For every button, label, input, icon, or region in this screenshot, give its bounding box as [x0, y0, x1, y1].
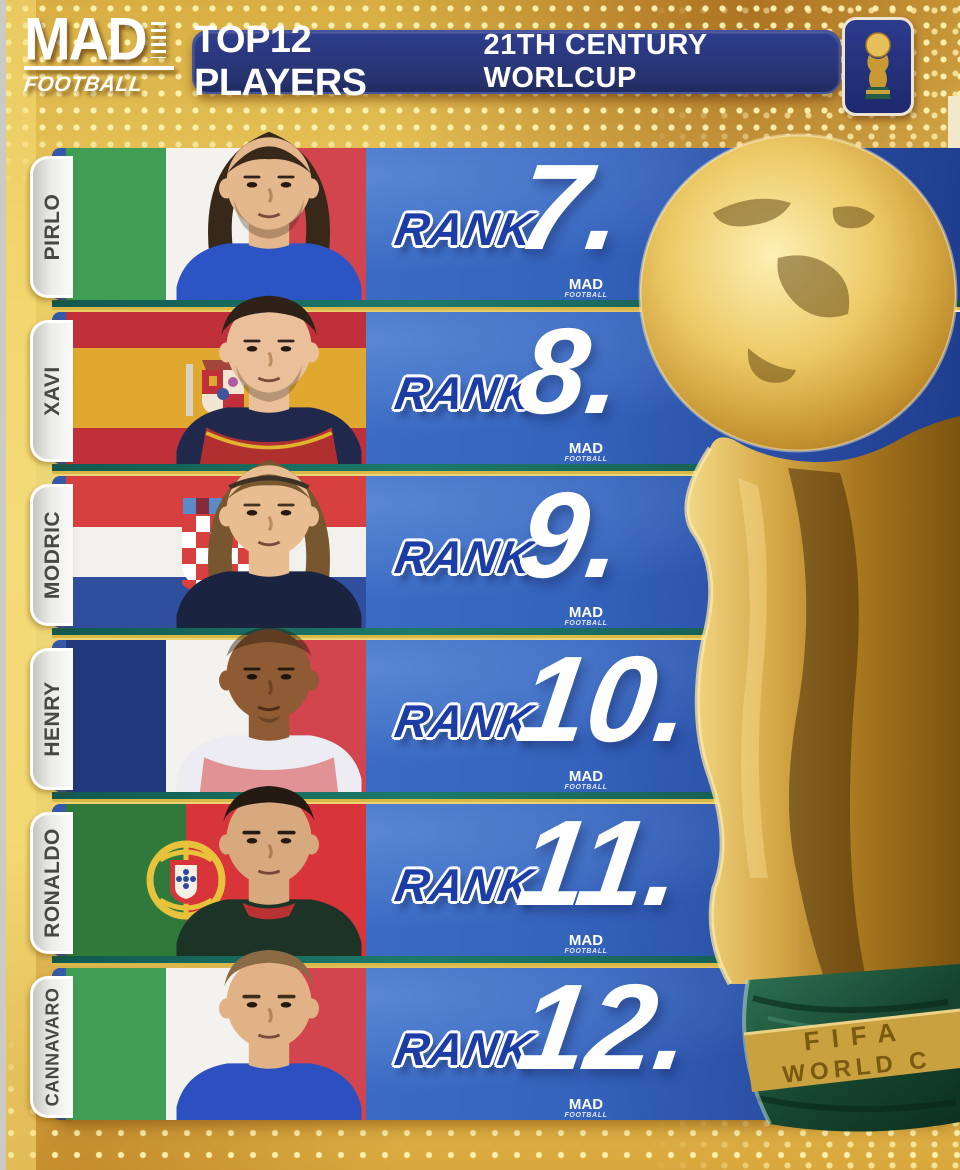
player-name-label: CANNAVARO	[42, 987, 63, 1107]
title-banner: TOP12 PLAYERS 21TH CENTURY WORLCUP	[192, 19, 841, 104]
player-name-label: MODRIC	[41, 510, 64, 600]
mad-watermark: MAD FOOTBALL	[545, 604, 627, 627]
mad-watermark-sub: FOOTBALL	[564, 783, 608, 791]
mad-watermark: MAD FOOTBALL	[545, 768, 627, 791]
player-name-bar: MODRIC	[30, 484, 73, 626]
mad-watermark: MAD FOOTBALL	[545, 276, 627, 299]
mad-watermark-sub: FOOTBALL	[564, 455, 608, 463]
mad-watermark: MAD FOOTBALL	[545, 932, 627, 955]
rank-number: 7.	[510, 139, 632, 275]
title-sub: 21TH CENTURY WORLCUP	[483, 29, 708, 94]
logo-sub-text: FOOTBALL	[22, 73, 144, 97]
mad-watermark-brand: MAD	[568, 604, 604, 621]
player-name-bar: HENRY	[30, 648, 73, 790]
player-name-bar: XAVI	[30, 320, 73, 462]
mad-watermark-sub: FOOTBALL	[564, 619, 608, 627]
trophy-badge	[842, 17, 914, 116]
mad-watermark: MAD FOOTBALL	[545, 1096, 627, 1119]
player-photo-cannavaro	[168, 928, 370, 1120]
mad-watermark-brand: MAD	[568, 768, 604, 785]
mad-watermark-brand: MAD	[568, 440, 604, 457]
player-name-bar: PIRLO	[30, 156, 73, 298]
mad-watermark-sub: FOOTBALL	[564, 291, 608, 299]
player-name-label: XAVI	[41, 366, 64, 416]
mad-watermark-brand: MAD	[568, 932, 604, 949]
mad-watermark: MAD FOOTBALL	[545, 440, 627, 463]
logo-rule	[24, 66, 174, 71]
rank-number: 9.	[510, 467, 632, 603]
world-cup-trophy-photo: FIFA WORLD C	[618, 118, 960, 1170]
rank-number: 8.	[510, 303, 632, 439]
mad-watermark-sub: FOOTBALL	[564, 1111, 608, 1119]
mad-watermark-brand: MAD	[568, 1096, 604, 1113]
player-name-label: HENRY	[41, 681, 64, 757]
title-main: TOP12 PLAYERS	[194, 19, 367, 104]
mad-watermark-sub: FOOTBALL	[564, 947, 608, 955]
world-cup-trophy-icon	[865, 31, 891, 99]
logo-stripes-icon	[150, 22, 166, 58]
player-name-bar: RONALDO	[30, 812, 73, 954]
player-name-label: PIRLO	[41, 193, 64, 261]
player-name-label: RONALDO	[41, 828, 64, 938]
mad-football-logo: MAD FOOTBALL	[22, 4, 174, 97]
mad-watermark-brand: MAD	[568, 276, 604, 293]
logo-brand-text: MAD	[24, 4, 148, 73]
player-name-bar: CANNAVARO	[30, 976, 73, 1118]
